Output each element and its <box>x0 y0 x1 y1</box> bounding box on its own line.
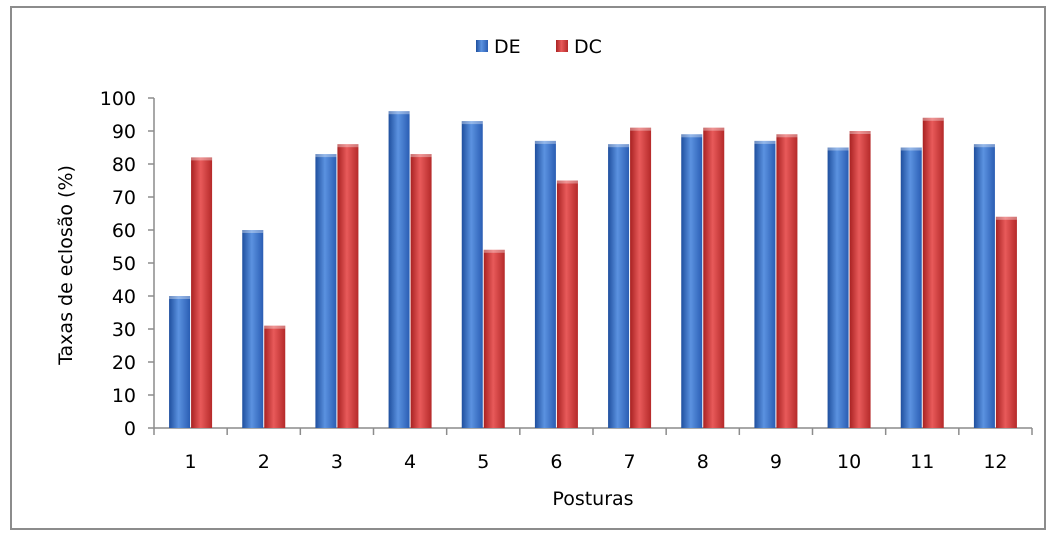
y-tick-label: 30 <box>112 319 136 341</box>
bar-dc-8 <box>703 127 725 428</box>
x-tick-label: 9 <box>770 451 782 473</box>
bar-dc-4 <box>410 154 432 428</box>
y-tick-label: 20 <box>112 352 136 374</box>
y-tick-label: 90 <box>112 121 136 143</box>
bar-dc-1 <box>191 157 213 428</box>
bar-highlight <box>191 157 213 161</box>
x-tick-label: 5 <box>477 451 489 473</box>
y-tick-label: 40 <box>112 286 136 308</box>
bar-highlight <box>556 180 578 184</box>
bar-de-5 <box>461 121 483 428</box>
x-axis: 1 2 3 4 5 6 7 8 9 10 11 12 <box>153 427 1033 473</box>
bar-dc-12 <box>995 216 1017 428</box>
y-tick-label: 100 <box>100 88 136 110</box>
y-tick-label: 70 <box>112 187 136 209</box>
bar-de-9 <box>754 140 776 428</box>
bar-highlight <box>827 147 849 151</box>
bar-highlight <box>461 121 483 125</box>
chart-frame <box>10 6 1046 530</box>
bar-highlight <box>169 296 191 299</box>
bar-de-2 <box>242 230 264 428</box>
bar-highlight <box>410 154 432 158</box>
bar-highlight <box>242 230 264 233</box>
x-tick-label: 1 <box>185 451 197 473</box>
bar-dc-10 <box>849 131 871 428</box>
bar-dc-7 <box>630 127 652 428</box>
y-tick-label: 50 <box>112 253 136 275</box>
bar-de-12 <box>973 144 995 428</box>
x-tick-label: 2 <box>258 451 270 473</box>
bar-highlight <box>703 127 725 131</box>
bar-dc-6 <box>556 180 578 428</box>
bar-de-10 <box>827 147 849 428</box>
bar-dc-5 <box>483 249 505 428</box>
bar-highlight <box>630 127 652 131</box>
x-axis-title: Posturas <box>552 488 633 510</box>
bar-dc-11 <box>922 117 944 429</box>
legend-swatch-de <box>476 40 488 52</box>
bar-highlight <box>483 249 505 253</box>
y-axis: 0 10 20 30 40 50 60 70 80 90 100 <box>100 88 155 440</box>
bar-highlight <box>995 216 1017 220</box>
legend-label-de: DE <box>494 36 521 58</box>
bar-highlight <box>608 144 630 148</box>
bar-highlight <box>388 111 410 115</box>
bar-dc-9 <box>776 134 798 429</box>
bars <box>169 111 1017 429</box>
legend: DE DC <box>476 36 602 58</box>
bar-highlight <box>776 134 798 138</box>
bar-highlight <box>337 144 359 148</box>
bar-highlight <box>534 140 556 144</box>
bar-de-7 <box>608 144 630 428</box>
y-tick-label: 60 <box>112 220 136 242</box>
bar-highlight <box>315 154 337 158</box>
bar-de-1 <box>169 296 191 428</box>
bar-highlight <box>849 131 871 134</box>
bar-highlight <box>681 134 703 138</box>
y-tick-label: 10 <box>112 385 136 407</box>
bar-de-4 <box>388 111 410 428</box>
bar-de-3 <box>315 154 337 428</box>
x-tick-label: 10 <box>837 451 861 473</box>
x-tick-label: 12 <box>983 451 1007 473</box>
bar-highlight <box>754 140 776 144</box>
bar-highlight <box>264 325 286 329</box>
bar-dc-3 <box>337 144 359 428</box>
x-tick-label: 11 <box>910 451 934 473</box>
bar-de-6 <box>534 140 556 428</box>
bar-de-8 <box>681 134 703 429</box>
x-tick-label: 7 <box>624 451 636 473</box>
bar-highlight <box>900 147 922 151</box>
x-tick-label: 6 <box>550 451 562 473</box>
legend-label-dc: DC <box>574 36 602 58</box>
y-tick-label: 80 <box>112 154 136 176</box>
x-tick-label: 8 <box>697 451 709 473</box>
bar-dc-2 <box>264 325 286 428</box>
x-tick-label: 4 <box>404 451 416 473</box>
legend-swatch-dc <box>556 40 568 52</box>
x-tick-label: 3 <box>331 451 343 473</box>
bar-highlight <box>922 117 944 121</box>
bar-highlight <box>973 144 995 148</box>
y-axis-title: Taxas de eclosão (%) <box>55 165 77 366</box>
y-tick-label: 0 <box>124 418 136 440</box>
bar-de-11 <box>900 147 922 428</box>
